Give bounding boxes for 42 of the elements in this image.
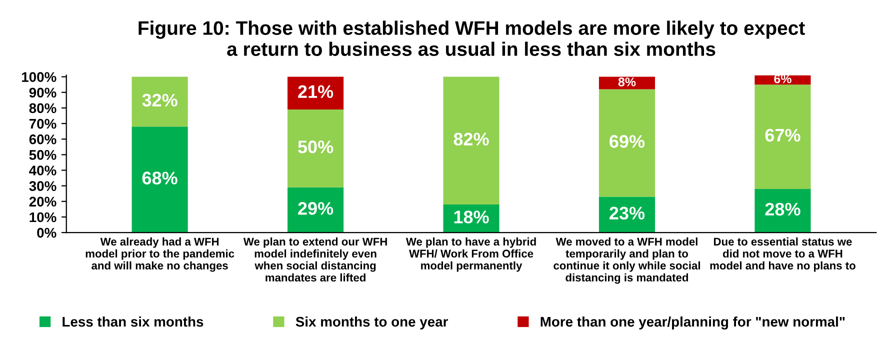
- x-tick-label: Due to essential status we did not move to a WFH model and have no plans to: [710, 237, 856, 272]
- y-tick-label: 30%: [29, 181, 56, 192]
- x-tick-label: We plan to extend our WFH model indefinitely even when social distancing mandates are lifted: [243, 237, 387, 282]
- bar: [754, 188, 811, 233]
- data-label: 28%: [765, 202, 800, 216]
- legend-label: Less than six months: [62, 316, 204, 327]
- y-tick-label: 90%: [29, 88, 56, 98]
- data-label: 29%: [298, 202, 334, 215]
- data-label: 67%: [765, 128, 800, 142]
- data-label: 50%: [298, 140, 334, 154]
- legend-label: Six months to one year: [296, 316, 448, 330]
- data-label: 8%: [618, 78, 636, 86]
- x-tick-label: We already had a WFH model prior to the pandemic and will make no changes: [86, 237, 234, 272]
- y-tick-label: 0%: [37, 228, 56, 238]
- y-tick-label: 80%: [29, 103, 56, 114]
- bar: [132, 76, 188, 127]
- y-tick-label: 40%: [29, 166, 56, 176]
- bar: [598, 89, 656, 197]
- data-label: 18%: [454, 210, 489, 224]
- data-label: 68%: [142, 172, 178, 184]
- y-tick-label: 70%: [29, 118, 56, 129]
- x-tick-label: We moved to a WFH model temporarily and plan to continue it only while social distancing is mandated: [554, 237, 700, 284]
- y-tick-label: 60%: [29, 134, 56, 144]
- bar: [598, 76, 656, 90]
- data-label: 32%: [142, 94, 178, 107]
- bar: [288, 110, 344, 188]
- data-label: 6%: [774, 74, 792, 84]
- data-label: 69%: [610, 135, 645, 148]
- bar: [443, 76, 500, 205]
- legend-label: More than one year/planning for "new normal": [540, 316, 845, 330]
- data-label: 23%: [610, 206, 645, 220]
- x-tick-label: We plan to have a hybrid WFH/ Work From Office model permanently: [406, 237, 536, 272]
- bar: [754, 84, 811, 189]
- data-label: 82%: [454, 132, 489, 146]
- data-label: 21%: [298, 85, 334, 98]
- y-tick-label: 20%: [29, 196, 56, 207]
- bar: [132, 126, 188, 233]
- bar: [288, 187, 344, 233]
- y-tick-label: 10%: [30, 212, 56, 222]
- y-tick-label: 50%: [29, 150, 56, 160]
- chart-title: Figure 10: Those with established WFH models are more likely to expect a return to business as usual in less than six months: [138, 20, 805, 56]
- y-tick-label: 100%: [22, 72, 56, 82]
